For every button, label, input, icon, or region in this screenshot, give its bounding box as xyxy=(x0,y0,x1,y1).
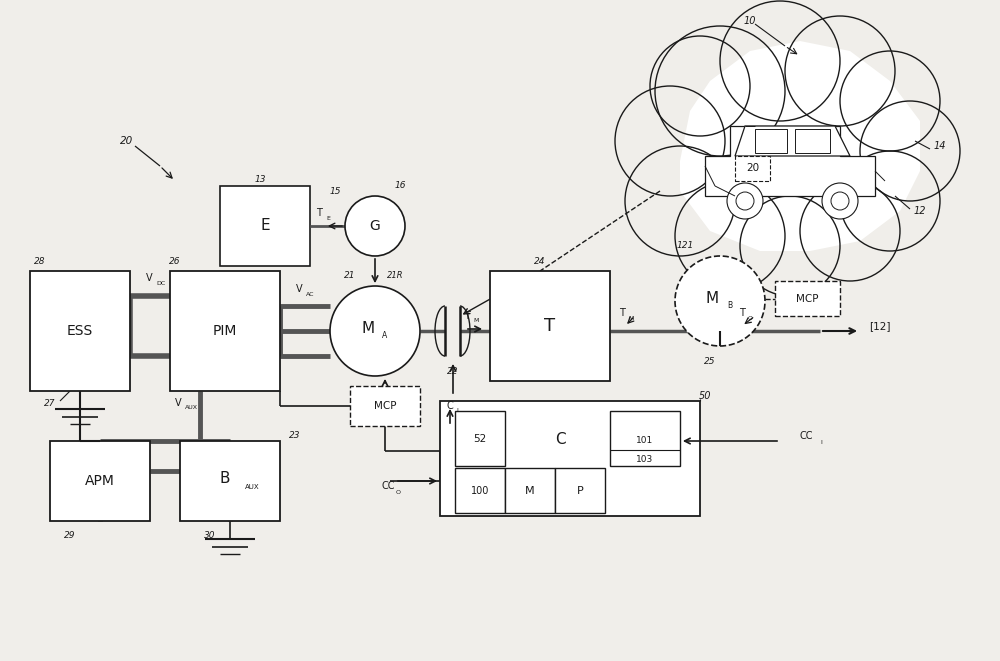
Text: MCP: MCP xyxy=(374,401,396,411)
Text: 10: 10 xyxy=(744,16,756,26)
Text: 21R: 21R xyxy=(387,272,403,280)
Text: 16: 16 xyxy=(394,182,406,190)
Text: E: E xyxy=(326,215,330,221)
Text: 13: 13 xyxy=(254,175,266,184)
Circle shape xyxy=(330,286,420,376)
Text: M: M xyxy=(474,319,479,323)
Text: AUX: AUX xyxy=(185,405,198,410)
FancyBboxPatch shape xyxy=(775,281,840,316)
Text: M: M xyxy=(525,486,535,496)
Text: 52: 52 xyxy=(473,434,487,444)
Text: 121: 121 xyxy=(676,241,694,251)
Text: 20: 20 xyxy=(120,136,133,146)
FancyBboxPatch shape xyxy=(180,441,280,521)
FancyBboxPatch shape xyxy=(735,156,770,181)
Text: T: T xyxy=(464,311,470,321)
Text: V: V xyxy=(296,284,303,294)
Text: M: M xyxy=(628,315,633,321)
Polygon shape xyxy=(705,126,875,196)
Text: G: G xyxy=(370,219,380,233)
FancyBboxPatch shape xyxy=(455,411,505,466)
FancyBboxPatch shape xyxy=(455,468,505,513)
Text: 50: 50 xyxy=(699,391,711,401)
Circle shape xyxy=(736,192,754,210)
FancyBboxPatch shape xyxy=(440,401,700,516)
Text: I: I xyxy=(820,440,822,444)
Text: T: T xyxy=(316,208,322,218)
Text: T: T xyxy=(619,308,625,318)
Text: B: B xyxy=(727,301,733,309)
Text: AUX: AUX xyxy=(245,484,260,490)
Text: APM: APM xyxy=(85,474,115,488)
FancyBboxPatch shape xyxy=(220,186,310,266)
Text: C: C xyxy=(555,432,565,446)
FancyBboxPatch shape xyxy=(755,129,787,153)
Circle shape xyxy=(822,183,858,219)
FancyBboxPatch shape xyxy=(610,411,680,466)
FancyBboxPatch shape xyxy=(170,271,280,391)
Circle shape xyxy=(675,256,765,346)
Text: ESS: ESS xyxy=(67,324,93,338)
Text: O: O xyxy=(748,315,753,321)
Text: P: P xyxy=(577,486,583,496)
Text: M: M xyxy=(705,290,719,305)
FancyBboxPatch shape xyxy=(490,271,610,381)
Text: 28: 28 xyxy=(34,256,46,266)
Circle shape xyxy=(727,183,763,219)
Text: V: V xyxy=(175,398,182,408)
Text: 101: 101 xyxy=(636,436,654,446)
FancyBboxPatch shape xyxy=(505,468,555,513)
Text: 30: 30 xyxy=(204,531,216,541)
FancyBboxPatch shape xyxy=(795,129,830,153)
Text: 20: 20 xyxy=(746,163,760,173)
Text: 14: 14 xyxy=(934,141,946,151)
Text: 29: 29 xyxy=(64,531,76,541)
Text: E: E xyxy=(260,219,270,233)
FancyBboxPatch shape xyxy=(350,386,420,426)
Text: 100: 100 xyxy=(471,486,489,496)
Text: [12]: [12] xyxy=(869,321,891,331)
Polygon shape xyxy=(680,41,920,251)
Text: C: C xyxy=(446,401,453,411)
Text: CC: CC xyxy=(382,481,395,491)
Text: V: V xyxy=(146,273,153,283)
Text: M: M xyxy=(361,321,375,336)
Text: 22: 22 xyxy=(447,366,459,375)
Text: 26: 26 xyxy=(169,256,181,266)
Text: CC: CC xyxy=(800,431,814,441)
Polygon shape xyxy=(735,126,850,156)
Text: A: A xyxy=(382,332,388,340)
Text: B: B xyxy=(220,471,230,486)
Text: T: T xyxy=(544,317,556,335)
Text: I: I xyxy=(456,408,458,414)
Circle shape xyxy=(345,196,405,256)
FancyBboxPatch shape xyxy=(30,271,130,391)
FancyBboxPatch shape xyxy=(50,441,150,521)
Circle shape xyxy=(831,192,849,210)
Text: 24: 24 xyxy=(534,256,546,266)
Text: 25: 25 xyxy=(704,356,716,366)
Text: 15: 15 xyxy=(329,186,341,196)
Text: 103: 103 xyxy=(636,455,654,463)
Text: 12: 12 xyxy=(914,206,926,216)
Text: AC: AC xyxy=(306,292,314,297)
Text: PIM: PIM xyxy=(213,324,237,338)
Text: 21: 21 xyxy=(344,272,356,280)
Text: 27: 27 xyxy=(44,399,55,407)
Text: 23: 23 xyxy=(289,432,301,440)
FancyBboxPatch shape xyxy=(555,468,605,513)
Text: O: O xyxy=(396,490,401,494)
Text: MCP: MCP xyxy=(796,294,818,304)
Text: DC: DC xyxy=(156,280,165,286)
Text: T: T xyxy=(739,308,745,318)
